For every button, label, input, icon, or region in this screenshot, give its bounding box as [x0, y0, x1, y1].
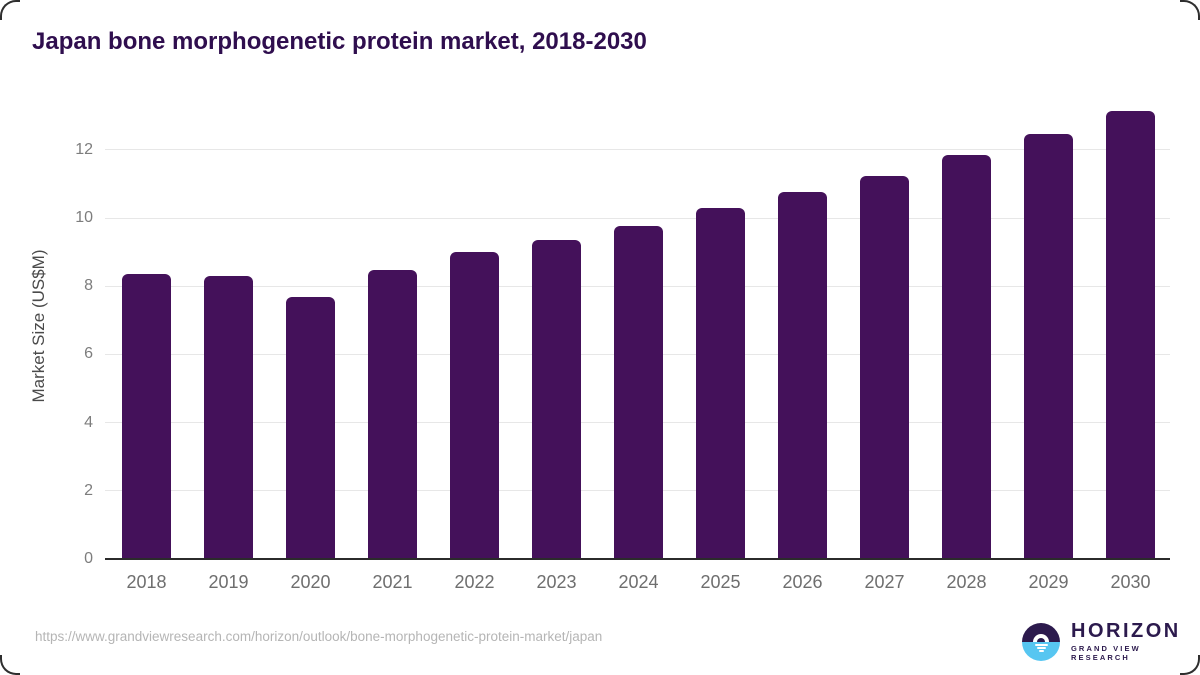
- bar-2022: [450, 252, 499, 559]
- bar-2019: [204, 276, 253, 559]
- gridline-12: [105, 149, 1170, 151]
- x-tick-label-2028: 2028: [946, 572, 987, 592]
- x-tick-label-2021: 2021: [372, 572, 413, 592]
- x-tick-label-2026: 2026: [782, 572, 823, 592]
- y-tick-label-4: 4: [84, 413, 93, 431]
- x-tick-label-2027: 2027: [864, 572, 905, 592]
- card-corner-bottom-left: [0, 655, 20, 675]
- bar-2026: [778, 192, 827, 559]
- bar-2030: [1106, 110, 1155, 559]
- bar-2018: [122, 273, 171, 559]
- logo-text: HORIZON GRAND VIEW RESEARCH: [1071, 621, 1200, 662]
- x-tick-label-2030: 2030: [1110, 572, 1151, 592]
- horizon-logo: HORIZON GRAND VIEW RESEARCH: [1022, 621, 1200, 662]
- horizon-sun-icon: [1022, 622, 1060, 661]
- x-tick-label-2018: 2018: [126, 572, 167, 592]
- x-axis-line: [105, 557, 1170, 560]
- logo-reflection-dash: [1038, 649, 1044, 652]
- logo-reflection-dash: [1036, 646, 1046, 649]
- bar-2029: [1024, 134, 1073, 559]
- logo-brand-name: HORIZON: [1071, 620, 1181, 642]
- x-tick-label-2019: 2019: [208, 572, 249, 592]
- card-corner-top-right: [1180, 0, 1200, 20]
- bar-2021: [368, 269, 417, 559]
- logo-sub-brand: GRAND VIEW RESEARCH: [1071, 644, 1141, 662]
- y-tick-label-8: 8: [84, 277, 93, 295]
- y-tick-label-10: 10: [75, 209, 93, 226]
- logo-reflection-dash: [1034, 643, 1048, 646]
- bar-2028: [942, 154, 991, 559]
- bar-2024: [614, 225, 663, 559]
- x-tick-label-2025: 2025: [700, 572, 741, 592]
- chart-title: Japan bone morphogenetic protein market,…: [32, 28, 647, 55]
- logo-sky-half: [1022, 622, 1060, 642]
- y-tick-label-6: 6: [84, 345, 93, 363]
- card-corner-top-left: [0, 0, 20, 20]
- y-tick-label-2: 2: [84, 481, 93, 499]
- source-url: https://www.grandviewresearch.com/horizo…: [35, 629, 603, 644]
- y-tick-label-0: 0: [84, 550, 93, 567]
- bar-2027: [860, 176, 909, 559]
- gridline-10: [105, 217, 1170, 219]
- bar-2020: [286, 297, 335, 559]
- y-tick-label-12: 12: [75, 140, 93, 158]
- logo-sun-arch-inner: [1037, 637, 1045, 642]
- x-tick-label-2020: 2020: [290, 572, 331, 592]
- bar-2025: [696, 208, 745, 559]
- x-tick-label-2022: 2022: [454, 572, 495, 592]
- x-tick-label-2029: 2029: [1028, 572, 1069, 592]
- x-tick-label-2023: 2023: [536, 572, 577, 592]
- bar-2023: [532, 239, 581, 559]
- x-tick-label-2024: 2024: [618, 572, 659, 592]
